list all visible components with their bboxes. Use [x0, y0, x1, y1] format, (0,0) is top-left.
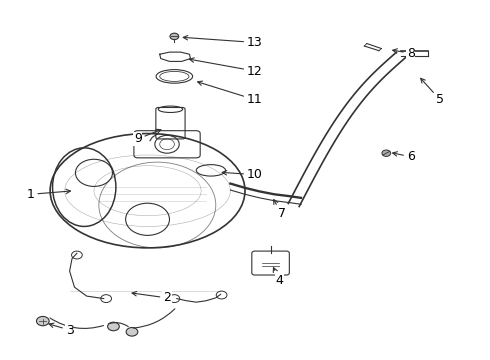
Text: 12: 12 — [190, 58, 263, 77]
Text: 2: 2 — [132, 291, 171, 305]
Text: 11: 11 — [197, 81, 263, 106]
Text: 10: 10 — [222, 168, 263, 181]
Text: 4: 4 — [273, 267, 283, 287]
Circle shape — [36, 316, 49, 326]
Text: 8: 8 — [392, 47, 415, 60]
Text: 7: 7 — [274, 199, 286, 220]
Text: 3: 3 — [49, 323, 74, 337]
Circle shape — [108, 322, 119, 331]
Text: 6: 6 — [392, 150, 415, 163]
Circle shape — [382, 150, 391, 157]
Circle shape — [170, 33, 179, 40]
Text: 9: 9 — [134, 129, 161, 145]
Text: 13: 13 — [183, 36, 263, 49]
Circle shape — [126, 328, 138, 336]
Text: 1: 1 — [26, 188, 71, 201]
Text: 5: 5 — [420, 78, 444, 106]
